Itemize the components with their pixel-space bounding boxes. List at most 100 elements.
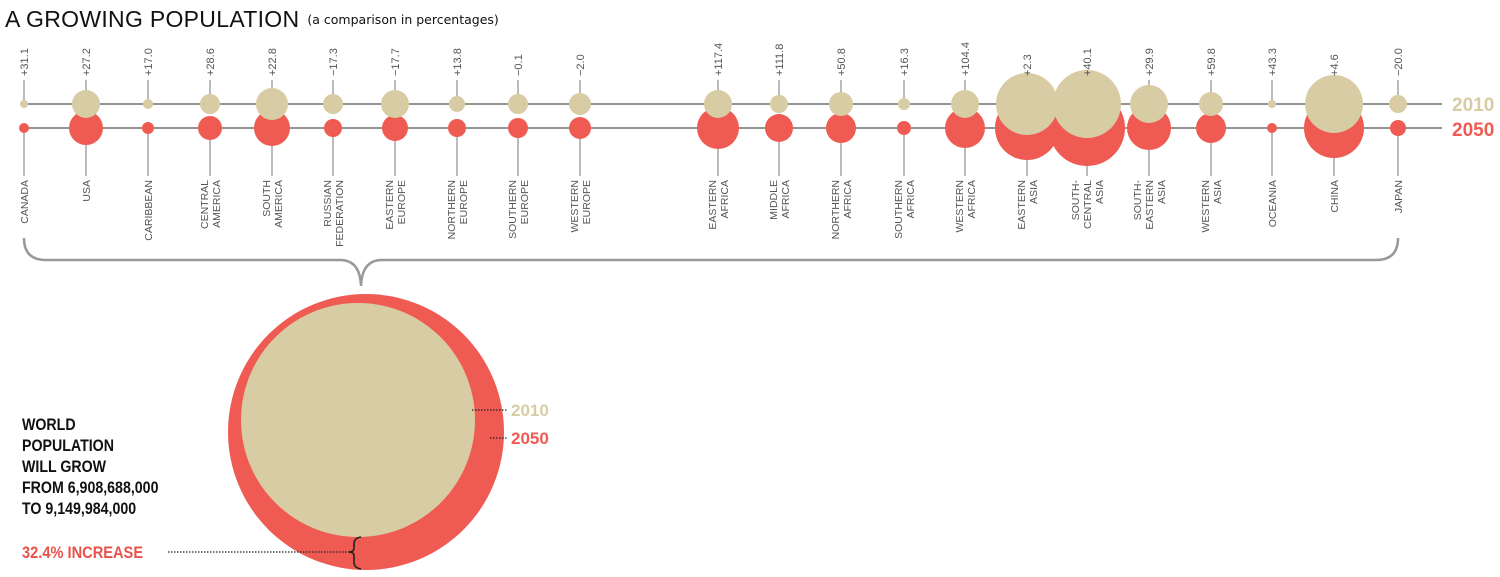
change-label-southern-europe: −0.1 — [513, 54, 525, 76]
region-label-eastern-europe-2: EUROPE — [396, 180, 408, 224]
world-line-4: FROM 6,908,688,000 — [22, 479, 159, 497]
bubble-2050-western-africa — [945, 108, 985, 148]
region-label-southern-europe-1: SOUTHERN — [507, 180, 519, 239]
change-label-eastern-asia: +2.3 — [1022, 54, 1034, 76]
region-label-western-africa-1: WESTERN — [954, 180, 966, 233]
change-label-russian-federation: −17.3 — [328, 48, 340, 76]
bubble-2050-southern-africa — [897, 121, 911, 135]
world-bubble-2010 — [241, 303, 475, 537]
bubble-2050-northern-africa — [826, 113, 856, 143]
world-label-2010: 2010 — [511, 401, 549, 420]
bubble-2010-southern-africa — [898, 98, 910, 110]
region-label-western-asia-1: WESTERN — [1200, 180, 1212, 233]
bubble-2050-middle-africa — [765, 114, 793, 142]
change-label-china: +4.6 — [1329, 54, 1341, 76]
bubble-2050-oceania — [1267, 123, 1277, 133]
bubble-2010-northern-europe — [449, 96, 465, 112]
bubble-2010-usa — [72, 90, 100, 118]
region-label-eastern-africa-2: AFRICA — [719, 180, 731, 219]
bubble-2050-eastern-africa — [697, 107, 739, 149]
bubble-2010-eastern-asia — [996, 73, 1058, 135]
bubble-2050-eastern-europe — [382, 115, 408, 141]
bubble-2010-south-eastern-asia — [1130, 85, 1168, 123]
world-line-1: WORLD — [22, 416, 76, 434]
region-label-middle-africa-1: MIDDLE — [768, 180, 780, 220]
change-label-eastern-africa: +117.4 — [713, 43, 725, 76]
change-label-eastern-europe: −17.7 — [390, 48, 402, 76]
region-label-northern-europe-2: EUROPE — [458, 180, 470, 224]
region-label-western-asia-2: ASIA — [1212, 180, 1224, 204]
bubble-2010-japan — [1389, 95, 1407, 113]
legend-2010: 2010 — [1452, 95, 1494, 116]
change-label-northern-africa: +50.8 — [836, 48, 848, 76]
bubble-2010-western-asia — [1199, 92, 1223, 116]
region-label-south-america-2: AMERICA — [273, 180, 285, 228]
bubble-2050-russian-federation — [324, 119, 342, 137]
world-increase-label: 32.4% INCREASE — [22, 543, 144, 562]
bubble-2010-middle-africa — [770, 95, 788, 113]
bubble-2050-northern-europe — [448, 119, 466, 137]
bubble-2010-northern-africa — [829, 92, 853, 116]
region-label-southern-africa-1: SOUTHERN — [893, 180, 905, 239]
region-label-southern-africa-2: AFRICA — [905, 180, 917, 219]
bubble-2050-western-europe — [569, 117, 591, 139]
change-label-south-america: +22.8 — [267, 48, 279, 76]
change-label-middle-africa: +111.8 — [774, 44, 786, 76]
region-label-western-europe-1: WESTERN — [569, 180, 581, 233]
region-label-south-america-1: SOUTH — [261, 180, 273, 217]
bubble-2010-oceania — [1268, 100, 1276, 108]
region-label-eastern-africa-1: EASTERN — [707, 180, 719, 230]
region-label-middle-africa-2: AFRICA — [780, 180, 792, 219]
world-line-5: TO 9,149,984,000 — [22, 500, 137, 518]
bubble-2010-western-africa — [951, 90, 979, 118]
world-line-3: WILL GROW — [22, 458, 107, 476]
region-label-eastern-asia-2: ASIA — [1028, 180, 1040, 204]
region-label-western-africa-2: AFRICA — [966, 180, 978, 219]
change-label-south-eastern-asia: +29.9 — [1144, 48, 1156, 76]
change-label-usa: +27.2 — [81, 48, 93, 76]
region-label-northern-africa-1: NORTHERN — [830, 180, 842, 239]
region-label-oceania-1: OCEANIA — [1267, 180, 1279, 227]
change-label-central-america: +28.6 — [205, 48, 217, 76]
region-label-russian-federation-1: RUSSIAN — [322, 180, 334, 227]
region-label-russian-federation-2: FEDERATION — [334, 180, 346, 247]
bubble-2010-canada — [20, 100, 28, 108]
region-label-china-1: CHINA — [1329, 180, 1341, 213]
change-label-southern-africa: +16.3 — [899, 48, 911, 76]
bubble-2050-central-america — [198, 116, 222, 140]
region-label-south-eastern-asia-2: EASTERN — [1144, 180, 1156, 230]
bubble-2010-western-europe — [569, 93, 591, 115]
bubble-2050-south-america — [254, 110, 290, 146]
region-label-japan-1: JAPAN — [1393, 180, 1405, 213]
region-label-western-europe-2: EUROPE — [581, 180, 593, 224]
increase-brace — [348, 536, 362, 570]
chart-subtitle: (a comparison in percentages) — [307, 12, 499, 27]
region-label-northern-africa-2: AFRICA — [842, 180, 854, 219]
change-label-northern-europe: +13.8 — [452, 48, 464, 76]
bubble-2010-caribbean — [143, 99, 153, 109]
chart-title: A GROWING POPULATION (a comparison in per… — [5, 6, 499, 32]
region-label-canada-1: CANADA — [19, 180, 31, 224]
bubble-2050-western-asia — [1196, 113, 1226, 143]
bubble-2050-japan — [1390, 120, 1406, 136]
region-label-northern-europe-1: NORTHERN — [446, 180, 458, 239]
world-line-2: POPULATION — [22, 437, 114, 455]
change-label-japan: −20.0 — [1393, 48, 1405, 76]
region-label-south-central-asia-1: SOUTH- — [1070, 180, 1082, 221]
world-label-2050: 2050 — [511, 429, 549, 448]
grouping-bracket — [22, 237, 1400, 287]
region-label-central-america-1: CENTRAL — [199, 180, 211, 229]
bubble-2010-eastern-africa — [704, 90, 732, 118]
change-label-canada: +31.1 — [19, 48, 31, 76]
bubble-2050-caribbean — [142, 122, 154, 134]
change-label-caribbean: +17.0 — [143, 48, 155, 76]
bubble-2010-southern-europe — [508, 94, 528, 114]
region-label-southern-europe-2: EUROPE — [519, 180, 531, 224]
change-label-south-central-asia: +40.1 — [1082, 48, 1094, 76]
region-label-south-central-asia-3: ASIA — [1094, 180, 1106, 204]
legend-2050: 2050 — [1452, 120, 1494, 141]
region-label-south-eastern-asia-1: SOUTH- — [1132, 180, 1144, 221]
bubble-2010-south-america — [256, 88, 288, 120]
region-label-eastern-asia-1: EASTERN — [1016, 180, 1028, 230]
